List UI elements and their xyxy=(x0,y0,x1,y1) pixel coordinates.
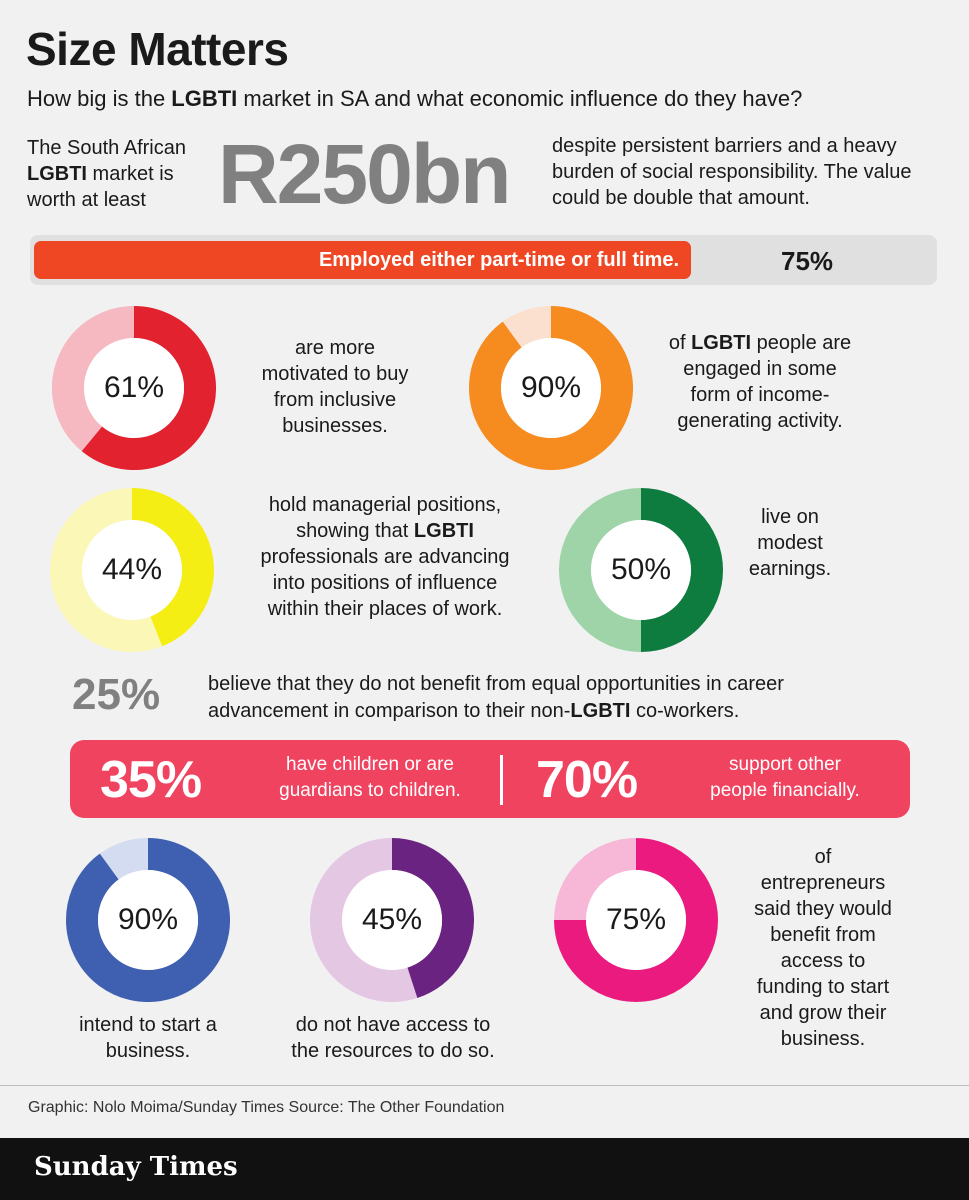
s44-donut-svg xyxy=(50,488,214,652)
stat-35-text: have children or are guardians to childre… xyxy=(279,754,461,801)
s44-donut-hole xyxy=(82,520,182,620)
s61-value-slice xyxy=(81,306,216,470)
stat-25-percent: 25% xyxy=(72,670,161,719)
s45-remainder-slice xyxy=(310,838,418,1002)
stat-35-percent: 35% xyxy=(100,751,202,809)
market-value: R250bn xyxy=(218,127,511,221)
s50-donut-hole xyxy=(591,520,691,620)
s90a-percent-label: 90% xyxy=(520,371,582,404)
brand-logo: Sunday Times xyxy=(34,1152,238,1182)
employment-percent: 75% xyxy=(781,246,834,276)
s45-value-slice xyxy=(391,838,474,998)
intro-right-text: despite persistent barriers and a heavy … xyxy=(552,135,912,209)
footer-rule xyxy=(0,1085,969,1086)
s50-remainder-slice xyxy=(559,488,642,652)
s44-percent-label: 44% xyxy=(101,553,163,586)
donut-90-business: 90% xyxy=(66,838,230,1002)
stat-90-business-text: intend to start a business. xyxy=(79,1014,217,1062)
donut-45: 45% xyxy=(310,838,474,1002)
s75-donut-svg xyxy=(554,838,718,1002)
stat-70-percent: 70% xyxy=(536,751,638,809)
s50-value-slice xyxy=(640,488,723,652)
s44-value-slice xyxy=(131,488,214,647)
donut-61: 61% xyxy=(52,306,216,470)
credit-line: Graphic: Nolo Moima/Sunday Times Source:… xyxy=(28,1099,505,1116)
footer-bar xyxy=(0,1138,969,1200)
s75-value-slice xyxy=(554,838,718,1002)
stat-90-income-text: of LGBTI people are engaged in some form … xyxy=(668,332,852,432)
s45-donut-svg xyxy=(310,838,474,1002)
s75-percent-label: 75% xyxy=(605,903,667,936)
s61-percent-label: 61% xyxy=(103,371,165,404)
s75-remainder-slice xyxy=(554,838,637,921)
s90b-donut-svg xyxy=(66,838,230,1002)
s45-percent-label: 45% xyxy=(361,903,423,936)
s75-donut-hole xyxy=(586,870,686,970)
employment-label: Employed either part-time or full time. xyxy=(318,248,679,271)
s61-donut-hole xyxy=(84,338,184,438)
banner-divider xyxy=(500,755,503,805)
s50-donut-svg xyxy=(559,488,723,652)
intro-left-text: The South African LGBTI market is worth … xyxy=(27,137,186,211)
stat-61-text: are more motivated to buy from inclusive bu… xyxy=(261,337,409,437)
donut-75: 75% xyxy=(554,838,718,1002)
donut-44: 44% xyxy=(50,488,214,652)
pink-stats-banner: 35% have children or are guardians to chi… xyxy=(70,740,910,818)
s90a-value-slice xyxy=(469,306,633,470)
s90a-remainder-slice xyxy=(502,306,552,348)
s61-remainder-slice xyxy=(52,306,135,452)
s45-donut-hole xyxy=(342,870,442,970)
stat-50-text: live on modest earnings. xyxy=(748,506,832,580)
s90b-donut-hole xyxy=(98,870,198,970)
stat-25-text: believe that they do not benefit from eq… xyxy=(208,673,784,722)
s44-remainder-slice xyxy=(50,488,163,652)
s90a-donut-hole xyxy=(501,338,601,438)
donut-90-income: 90% xyxy=(469,306,633,470)
stat-75-text: of entrepreneurs said they would benefit fr… xyxy=(754,846,892,1050)
s90b-remainder-slice xyxy=(99,838,149,880)
stat-44-text: hold managerial positions, showing that … xyxy=(260,494,510,620)
stat-70-text: support other people financially. xyxy=(710,754,860,801)
s90b-percent-label: 90% xyxy=(117,903,179,936)
s90a-donut-svg xyxy=(469,306,633,470)
stat-45-text: do not have access to the resources to do… xyxy=(291,1014,495,1062)
s50-percent-label: 50% xyxy=(610,553,672,586)
s61-donut-svg xyxy=(52,306,216,470)
page-subtitle: How big is the LGBTI market in SA and wh… xyxy=(27,86,803,111)
page-title: Size Matters xyxy=(26,23,289,75)
employment-bar-fill: Employed either part-time or full time. xyxy=(34,241,691,279)
donut-50: 50% xyxy=(559,488,723,652)
s90b-value-slice xyxy=(66,838,230,1002)
